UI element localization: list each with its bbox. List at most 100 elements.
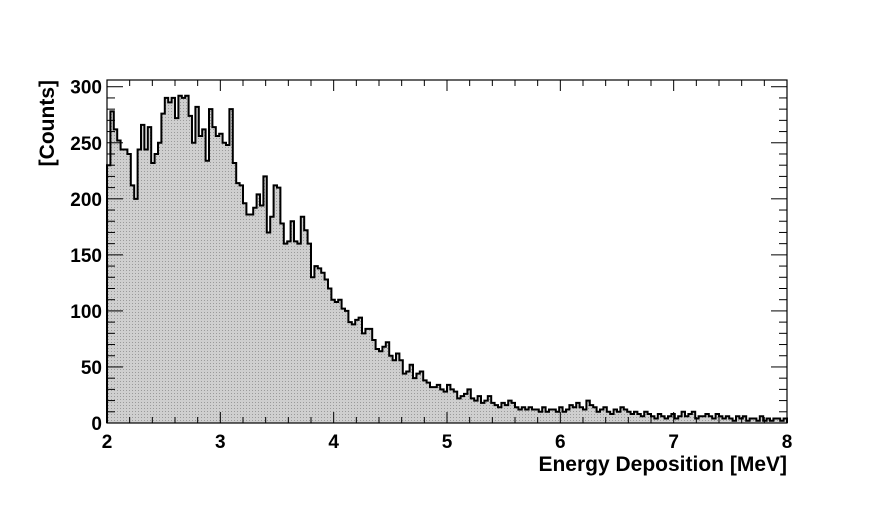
histogram-bin	[372, 340, 376, 423]
x-tick-label: 6	[555, 432, 566, 453]
histogram-bin	[501, 402, 506, 423]
histogram-bin	[756, 420, 761, 423]
histogram-bin	[188, 115, 193, 424]
histogram-bin	[351, 324, 356, 423]
y-tick-label: 150	[70, 246, 102, 267]
histogram-bin	[528, 407, 533, 423]
histogram-bin	[555, 411, 560, 423]
histogram-bin	[195, 106, 200, 423]
tick-labels: 2 3 4 5 6 7 8 0 50 100 150 200 250 300	[70, 78, 792, 453]
histogram-bin	[776, 418, 781, 423]
histogram-bin	[685, 416, 689, 423]
x-axis-title: Energy Deposition [MeV]	[538, 453, 787, 476]
histogram-bin	[443, 391, 448, 423]
histogram-bin	[566, 409, 570, 423]
histogram-bin	[759, 416, 764, 423]
histogram-bin	[433, 387, 438, 423]
histogram-bin	[593, 407, 597, 423]
histogram-bin	[596, 411, 601, 423]
histogram-bin	[430, 387, 434, 423]
histogram-bin	[474, 400, 478, 423]
histogram-bin	[266, 232, 271, 423]
histogram-bin	[117, 140, 121, 423]
histogram-bin	[222, 142, 227, 423]
histogram-bin	[572, 407, 577, 423]
histogram-bin	[579, 407, 584, 423]
histogram-bin	[154, 153, 159, 423]
histogram-bin	[317, 268, 322, 423]
axis-ticks	[106, 80, 788, 424]
histogram-bin	[178, 95, 183, 423]
histogram-bin	[341, 308, 346, 423]
histogram-bin	[569, 405, 574, 423]
histogram-bin	[630, 414, 635, 423]
histogram-bin	[144, 149, 149, 423]
histogram-bin	[175, 118, 179, 423]
y-tick-label: 300	[70, 78, 102, 99]
histogram-bin	[603, 407, 608, 423]
histogram-bin	[491, 402, 495, 423]
histogram-bin	[171, 97, 176, 424]
histogram-bin	[324, 279, 329, 423]
histogram-bin	[419, 371, 424, 423]
histogram-bin	[331, 299, 336, 423]
histogram-bin	[532, 409, 536, 423]
histogram-bin	[440, 389, 444, 423]
histogram-bin	[576, 402, 580, 423]
y-tick-label: 200	[70, 190, 102, 211]
histogram-bin	[460, 396, 465, 423]
histogram-bin	[426, 382, 431, 423]
histogram-bin	[640, 416, 645, 423]
histogram-bin	[742, 416, 747, 423]
histogram-bin	[464, 393, 468, 423]
histogram-bin	[508, 400, 512, 423]
histogram-bin	[647, 414, 652, 423]
histogram-bin	[113, 129, 118, 424]
histogram-bin	[120, 149, 125, 423]
histogram-bin	[158, 142, 162, 423]
histogram-bin	[606, 411, 611, 423]
histogram-bin	[246, 214, 251, 423]
histogram-bin	[124, 149, 128, 423]
histogram-bin	[583, 409, 587, 423]
histogram-bin	[181, 97, 186, 424]
histogram-bin	[406, 371, 410, 423]
y-tick-label: 100	[70, 302, 102, 323]
histogram-bin	[127, 153, 132, 423]
histogram-bin	[457, 398, 461, 423]
histogram-bin	[447, 384, 451, 423]
histogram-bin	[368, 328, 373, 423]
histogram-bin	[236, 183, 240, 423]
histogram-bin	[396, 353, 400, 423]
histogram-bin	[239, 185, 244, 423]
histogram-bin	[589, 405, 594, 423]
histogram-bin	[338, 299, 342, 423]
histogram-bin	[535, 409, 540, 423]
histogram-bin	[481, 402, 485, 423]
histogram-bin	[763, 420, 767, 423]
histogram-bin	[382, 346, 387, 423]
histogram-bin	[147, 127, 152, 423]
histogram-bin	[297, 243, 302, 423]
histogram-bin	[450, 389, 455, 423]
histogram-bin	[691, 411, 696, 423]
histogram-bin	[355, 319, 359, 423]
histogram-bars	[107, 95, 788, 424]
histogram-bin	[552, 409, 557, 423]
histogram-bin	[668, 416, 672, 423]
histogram-bin	[725, 416, 730, 423]
histogram-bin	[280, 223, 285, 423]
x-tick-label: 7	[668, 432, 679, 453]
histogram-bin	[358, 317, 363, 423]
histogram-bin	[688, 414, 693, 423]
histogram-bin	[232, 162, 237, 424]
histogram-bin	[657, 414, 662, 423]
histogram-bin	[470, 398, 475, 423]
histogram-bin	[487, 396, 492, 423]
histogram-bin	[698, 416, 703, 423]
histogram-bin	[515, 407, 519, 423]
histogram-bin	[164, 97, 169, 424]
histogram-bin	[654, 418, 659, 423]
histogram-bin	[253, 207, 257, 423]
